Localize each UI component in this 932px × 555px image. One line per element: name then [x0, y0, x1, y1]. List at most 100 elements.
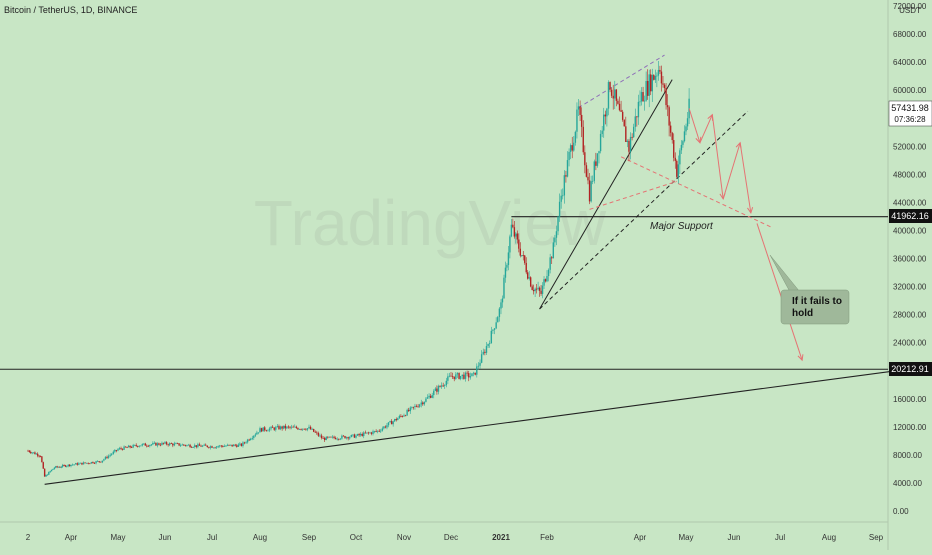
time-axis[interactable]: 2 Apr May Jun Jul Aug Sep Oct Nov Dec 2021 Feb Apr Ma… — [26, 533, 884, 542]
candle-body — [663, 84, 666, 89]
candle-body — [37, 453, 39, 456]
candle-body — [129, 445, 131, 448]
candle-body — [231, 444, 233, 447]
candle-body — [287, 426, 290, 428]
candle-body — [463, 374, 465, 379]
candle-body — [580, 114, 583, 127]
candle-body — [535, 288, 538, 290]
candle-body — [63, 465, 65, 466]
candle-body — [466, 372, 468, 374]
time-tick-label: Sep — [302, 533, 317, 542]
candle-body — [645, 80, 647, 101]
candle-body — [46, 474, 49, 476]
candle-body — [587, 176, 589, 181]
candle-body — [273, 427, 275, 430]
candle-body — [198, 444, 201, 446]
candle-body — [48, 472, 50, 475]
candle-body — [353, 434, 356, 438]
candle-body — [281, 426, 283, 429]
candle-body — [127, 445, 130, 448]
candle-body — [237, 444, 240, 447]
candle-body — [400, 415, 402, 417]
candle-body — [84, 462, 86, 464]
candle-body — [98, 461, 100, 462]
candle-body — [593, 161, 595, 181]
candle-body — [456, 373, 459, 375]
time-tick-label: Nov — [397, 533, 411, 542]
candle-body — [103, 459, 105, 461]
candle-body — [344, 436, 346, 439]
candle-body — [170, 443, 172, 445]
candle-body — [534, 288, 536, 292]
candle-body — [679, 150, 681, 165]
last-price-value: 57431.98 — [891, 103, 929, 113]
candle-body — [528, 277, 530, 279]
candle-body — [498, 308, 501, 318]
candle-body — [186, 444, 188, 446]
candle-body — [35, 453, 38, 455]
candle-body — [415, 405, 418, 407]
candle-body — [682, 141, 684, 145]
candle-body — [375, 431, 377, 432]
time-tick-label: Sep — [869, 533, 884, 542]
candle-body — [669, 125, 672, 133]
major-support-tag: 41962.16 — [889, 209, 932, 223]
candle-body — [509, 236, 511, 253]
candle-body — [390, 421, 393, 425]
candle-body — [607, 82, 610, 109]
price-tick-label: 28000.00 — [893, 311, 927, 320]
candle-body — [544, 279, 547, 282]
time-tick-label: May — [678, 533, 693, 542]
candle-body — [251, 437, 253, 439]
candle-body — [381, 428, 384, 431]
candle-body — [506, 264, 508, 268]
candle-body — [629, 136, 632, 152]
candle-body — [278, 426, 280, 430]
candle-body — [140, 445, 142, 447]
candle-body — [228, 444, 230, 446]
price-tick-label: 4000.00 — [893, 479, 922, 488]
candle-body — [646, 80, 649, 96]
candle-body — [240, 443, 243, 446]
candle-body — [617, 100, 619, 104]
candle-body — [680, 144, 683, 151]
candle-body — [479, 362, 481, 366]
candle-body — [437, 385, 440, 392]
candle-body — [66, 466, 68, 467]
candle-body — [372, 431, 374, 434]
candle-body — [444, 385, 446, 386]
candle-body — [259, 428, 261, 433]
candle-body — [471, 373, 473, 377]
candle-body — [551, 257, 553, 259]
time-tick-label: 2021 — [492, 533, 510, 542]
candle-body — [147, 445, 150, 447]
candle-body — [276, 426, 279, 428]
last-price-tag: 57431.98 07:36:28 — [888, 100, 932, 127]
time-tick-label: Feb — [540, 533, 554, 542]
candle-body — [366, 432, 368, 434]
candle-body — [265, 430, 268, 432]
candle-body — [521, 255, 523, 257]
candle-body — [673, 140, 675, 158]
candle-body — [639, 101, 641, 103]
candle-body — [118, 448, 121, 450]
candle-body — [301, 428, 304, 430]
candle-body — [165, 442, 168, 445]
candle-body — [190, 447, 193, 448]
candle-body — [654, 75, 657, 80]
candle-body — [461, 374, 463, 376]
drawn-trendlines — [0, 54, 923, 485]
candle-body — [618, 103, 621, 111]
candle-body — [123, 446, 125, 450]
candle-body — [458, 373, 460, 379]
candle-body — [215, 446, 218, 448]
candle-body — [347, 437, 349, 439]
candle-body — [96, 461, 99, 462]
candle-body — [28, 450, 31, 452]
candle-body — [176, 443, 179, 445]
candle-body — [309, 426, 312, 430]
candle-body — [648, 74, 650, 96]
candle-body — [596, 153, 599, 166]
